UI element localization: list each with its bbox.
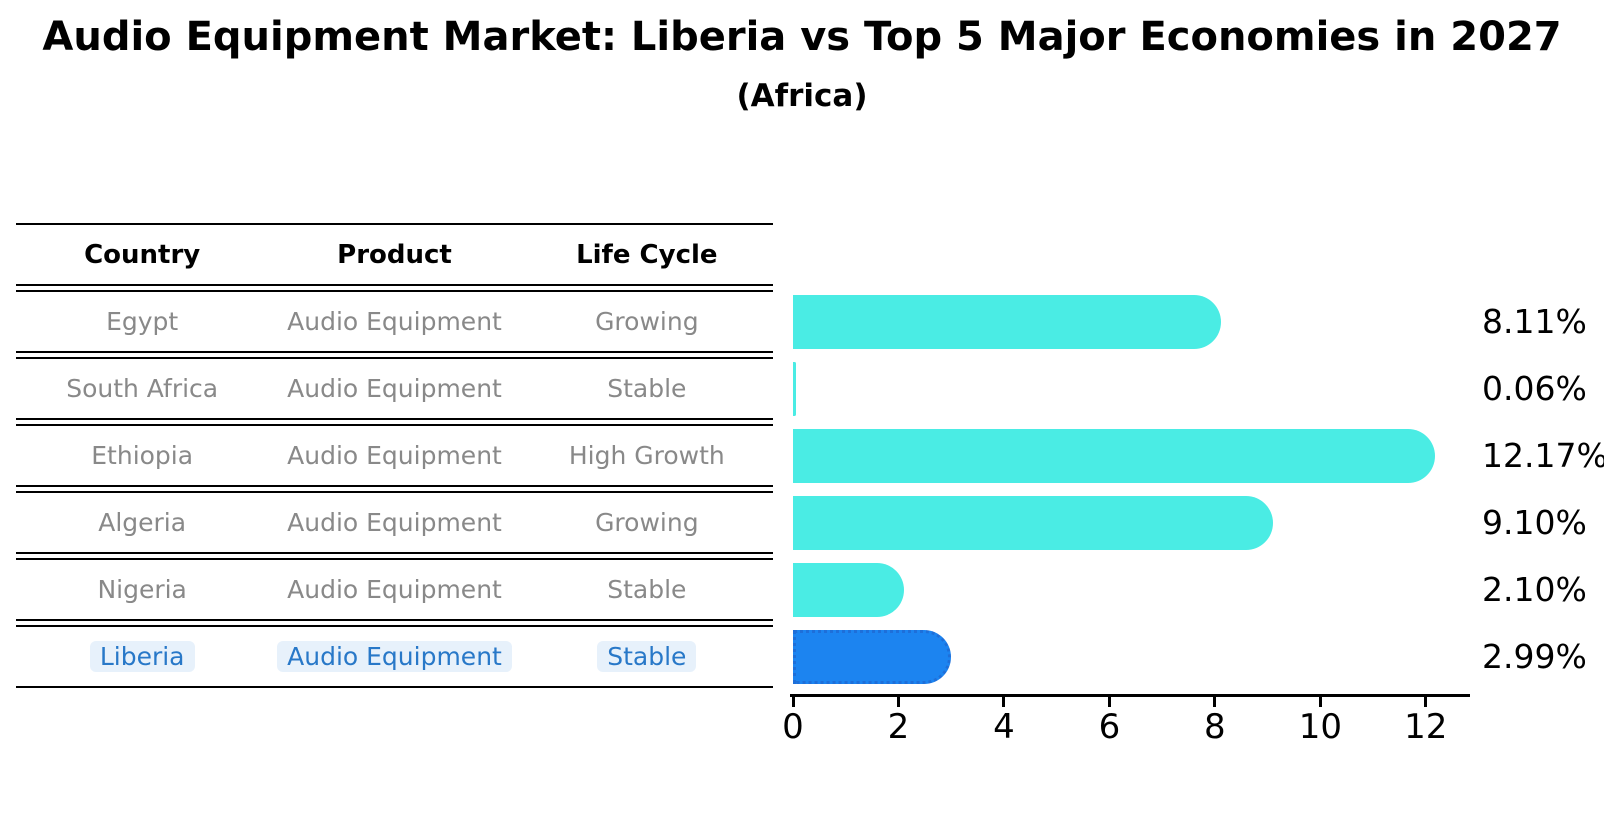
x-tick-label-4: 4 [993,707,1015,747]
cell-text: Growing [595,307,699,336]
table-row-egypt: Egypt Audio Equipment Growing [16,290,773,353]
chart-subtitle: (Africa) [736,78,868,114]
cell-life-cycle: Growing [521,507,773,538]
x-tick-2 [896,696,900,707]
cell-text: Growing [595,508,699,537]
cell-text: South Africa [66,374,219,403]
cell-country: South Africa [16,373,268,404]
value-label-south-africa: 0.06% [1482,368,1587,408]
bar-egypt [793,294,1221,349]
bar-south-africa [793,361,797,416]
x-tick-10 [1318,696,1322,707]
x-tick-label-10: 10 [1298,707,1342,747]
x-tick-6 [1107,696,1111,707]
cell-text: Stable [607,575,687,604]
cell-country: Liberia [16,641,268,672]
cell-country: Egypt [16,306,268,337]
cell-text: Audio Equipment [287,508,502,537]
cell-text: Liberia [89,641,195,672]
cell-country: Algeria [16,507,268,538]
cell-life-cycle: High Growth [521,440,773,471]
cell-life-cycle: Growing [521,306,773,337]
bar-algeria [793,495,1273,550]
cell-text: Stable [597,641,697,672]
table-row-south-africa: South Africa Audio Equipment Stable [16,357,773,420]
column-header-country: Country [84,239,201,270]
cell-text: Audio Equipment [287,441,502,470]
cell-text: Egypt [106,307,179,336]
x-tick-label-2: 2 [887,707,910,747]
table-header-row: Country Product Life Cycle [16,223,773,286]
x-tick-4 [1002,696,1006,707]
table-row-liberia: Liberia Audio Equipment Stable [16,625,773,688]
cell-text: Nigeria [97,575,187,604]
cell-text: Stable [607,374,687,403]
cell-text: Audio Equipment [277,641,512,672]
cell-text: Audio Equipment [287,307,502,336]
bar-liberia [793,629,951,684]
cell-product: Audio Equipment [268,641,520,672]
cell-country: Nigeria [16,574,268,605]
bar-nigeria [793,562,904,617]
cell-product: Audio Equipment [268,507,520,538]
cell-life-cycle: Stable [521,574,773,605]
x-tick-label-8: 8 [1204,707,1226,747]
x-tick-label-6: 6 [1098,707,1121,747]
cell-product: Audio Equipment [268,306,520,337]
value-label-algeria: 9.10% [1482,502,1587,542]
x-tick-label-0: 0 [782,707,804,747]
x-tick-0 [791,696,795,707]
cell-product: Audio Equipment [268,440,520,471]
cell-product: Audio Equipment [268,574,520,605]
cell-text: High Growth [568,441,725,470]
cell-life-cycle: Stable [521,641,773,672]
x-axis-line [790,694,1470,697]
value-label-ethiopia: 12.17% [1482,435,1604,475]
cell-text: Audio Equipment [287,374,502,403]
value-label-liberia: 2.99% [1482,636,1587,676]
cell-product: Audio Equipment [268,373,520,404]
cell-text: Algeria [98,508,187,537]
chart-title: Audio Equipment Market: Liberia vs Top 5… [42,14,1562,60]
x-tick-12 [1424,696,1428,707]
x-tick-label-12: 12 [1404,707,1448,747]
cell-text: Ethiopia [91,441,194,470]
value-label-egypt: 8.11% [1482,301,1587,341]
table-row-algeria: Algeria Audio Equipment Growing [16,491,773,554]
table-row-nigeria: Nigeria Audio Equipment Stable [16,558,773,621]
column-header-product: Product [337,239,452,270]
table-row-ethiopia: Ethiopia Audio Equipment High Growth [16,424,773,487]
bar-ethiopia [793,428,1435,483]
cell-country: Ethiopia [16,440,268,471]
cell-text: Audio Equipment [287,575,502,604]
value-label-nigeria: 2.10% [1482,569,1587,609]
x-tick-8 [1213,696,1217,707]
cell-life-cycle: Stable [521,373,773,404]
column-header-life-cycle: Life Cycle [576,239,718,270]
